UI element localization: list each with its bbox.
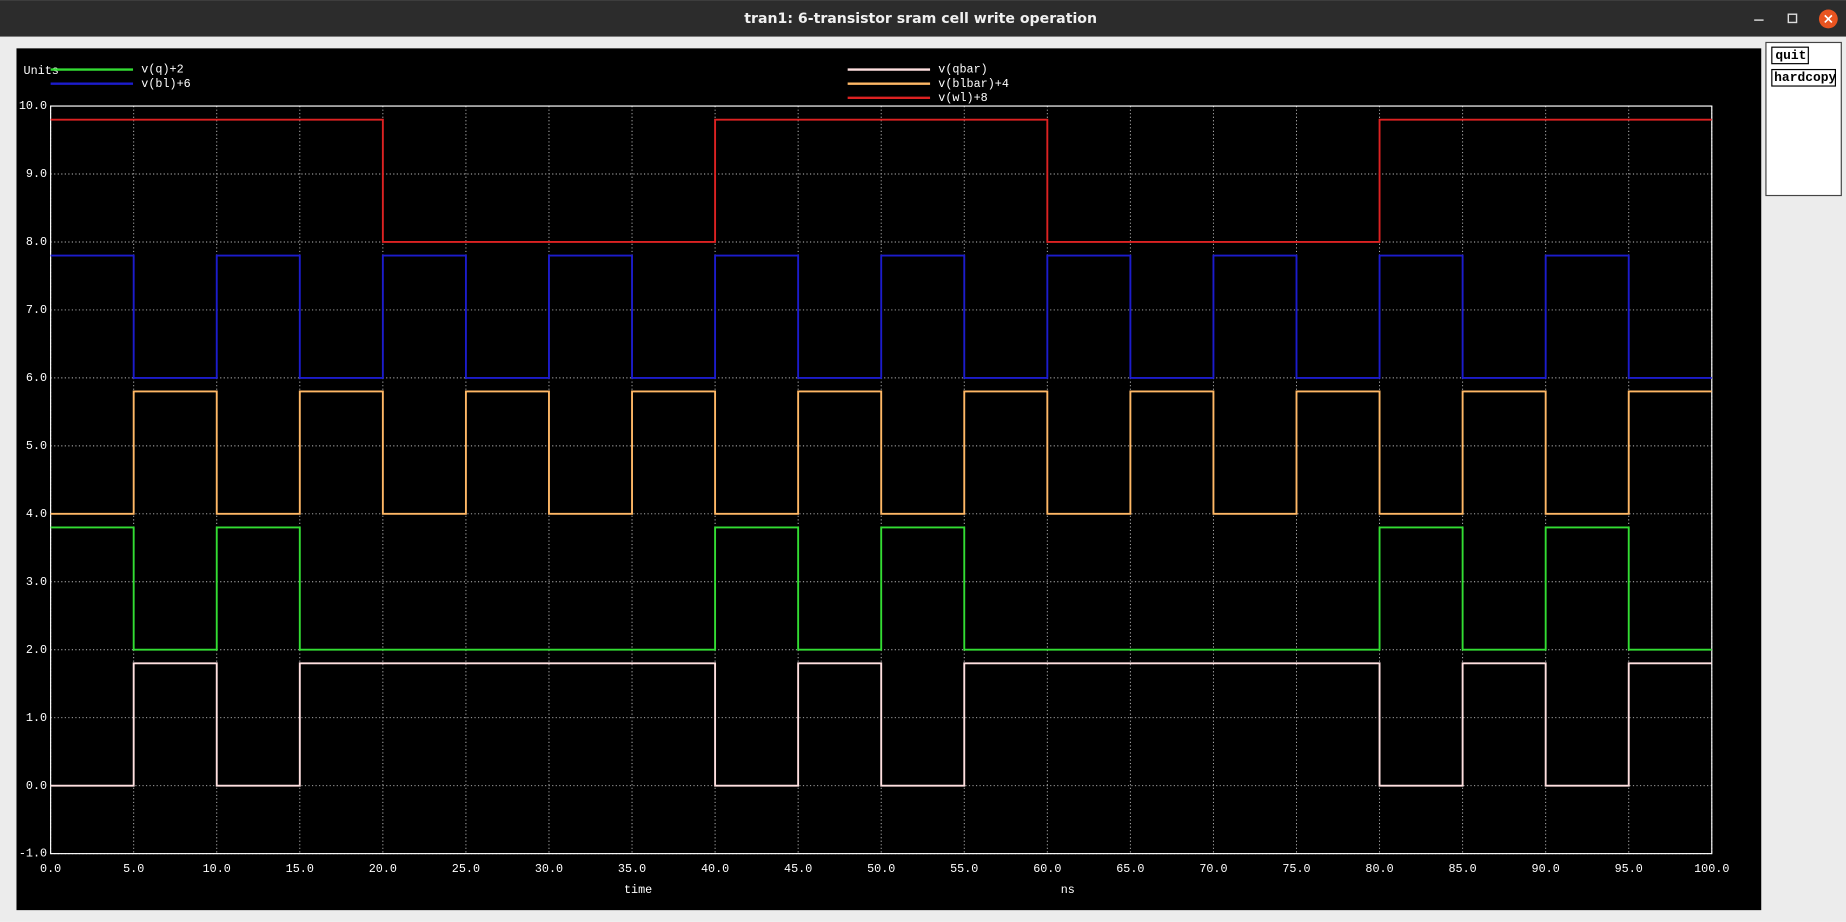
- x-tick-label: 75.0: [1282, 862, 1310, 876]
- button-panel: [1765, 41, 1842, 197]
- x-tick-label: 20.0: [369, 862, 397, 876]
- x-tick-label: 45.0: [784, 862, 812, 876]
- legend-label: v(bl)+6: [141, 77, 190, 91]
- x-tick-label: 55.0: [950, 862, 978, 876]
- x-tick-label: 100.0: [1694, 862, 1729, 876]
- y-tick-label: 1.0: [26, 711, 47, 725]
- y-tick-label: -1.0: [19, 847, 47, 861]
- y-axis-label: Units: [24, 64, 59, 78]
- x-tick-label: 35.0: [618, 862, 646, 876]
- series-line: [50, 662, 1712, 787]
- y-tick-label: 2.0: [26, 643, 47, 657]
- x-tick-label: 5.0: [123, 862, 144, 876]
- y-tick-label: 9.0: [26, 167, 47, 181]
- window-title: tran1: 6-transistor sram cell write oper…: [744, 11, 1097, 27]
- x-tick-label: 65.0: [1116, 862, 1144, 876]
- series-line: [50, 526, 1712, 651]
- y-tick-label: 0.0: [26, 779, 47, 793]
- quit-button[interactable]: quit: [1771, 46, 1809, 65]
- x-tick-label: 25.0: [452, 862, 480, 876]
- x-tick-label: 95.0: [1615, 862, 1643, 876]
- title-bar: [0, 0, 1846, 37]
- y-tick-label: 10.0: [19, 99, 47, 113]
- x-tick-label: 30.0: [535, 862, 563, 876]
- x-tick-label: 0.0: [40, 862, 61, 876]
- plot-area: [16, 48, 1762, 911]
- series-line: [50, 118, 1712, 243]
- legend-label: v(qbar): [938, 63, 987, 77]
- x-tick-label: 80.0: [1365, 862, 1393, 876]
- x-tick-label: 85.0: [1448, 862, 1476, 876]
- x-tick-label: 15.0: [286, 862, 314, 876]
- close-button[interactable]: [1818, 9, 1838, 29]
- x-tick-label: 90.0: [1532, 862, 1560, 876]
- x-tick-label: 60.0: [1033, 862, 1061, 876]
- y-tick-label: 7.0: [26, 303, 47, 317]
- button-label: hardcopy: [1774, 70, 1836, 85]
- button-label: quit: [1775, 48, 1806, 63]
- y-tick-label: 5.0: [26, 439, 47, 453]
- axes-frame: [50, 105, 1713, 855]
- legend-label: v(wl)+8: [938, 91, 987, 105]
- x-tick-label: 70.0: [1199, 862, 1227, 876]
- x-unit-label: ns: [1061, 883, 1075, 897]
- x-tick-label: 40.0: [701, 862, 729, 876]
- legend-label: v(blbar)+4: [938, 77, 1009, 91]
- series-line: [50, 254, 1712, 379]
- hardcopy-button[interactable]: hardcopy: [1771, 68, 1837, 87]
- legend-label: v(q)+2: [141, 63, 183, 77]
- y-tick-label: 4.0: [26, 507, 47, 521]
- y-tick-label: 6.0: [26, 371, 47, 385]
- series-line: [50, 390, 1712, 515]
- maximize-button[interactable]: [1787, 13, 1798, 24]
- y-tick-label: 8.0: [26, 235, 47, 249]
- x-tick-label: 10.0: [203, 862, 231, 876]
- x-axis-label: time: [624, 883, 652, 897]
- plot: -1.00.01.02.03.04.05.06.07.08.09.010.00.…: [19, 63, 1730, 898]
- x-tick-label: 50.0: [867, 862, 895, 876]
- y-tick-label: 3.0: [26, 575, 47, 589]
